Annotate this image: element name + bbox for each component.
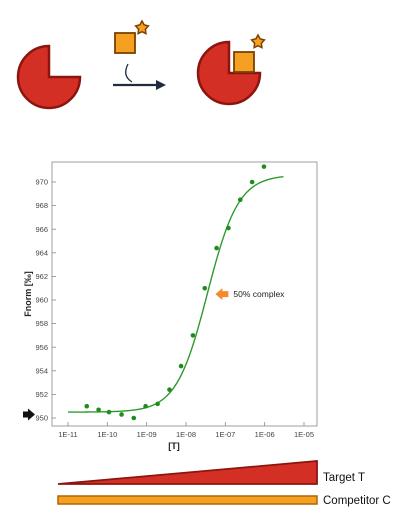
reaction-arrow-icon: [113, 63, 166, 90]
ligand-star-icon: [114, 19, 150, 54]
target-gradient-wedge: [57, 460, 318, 485]
plot-frame: [51, 161, 318, 427]
y-tick-label: 954: [35, 366, 48, 375]
y-tick-label: 962: [35, 272, 48, 281]
data-point: [249, 179, 255, 185]
x-tick-label: 1E-05: [294, 430, 314, 439]
data-point: [190, 333, 196, 338]
y-tick-label: 968: [35, 201, 48, 210]
binding-schematic: [16, 19, 266, 110]
x-tick-label: 1E-08: [176, 430, 196, 439]
x-axis-title: [T]: [168, 441, 180, 451]
y-tick-label: 966: [35, 225, 48, 234]
data-point: [131, 415, 137, 421]
data-point: [202, 285, 208, 291]
x-tick-label: 1E-06: [255, 430, 275, 439]
y-tick-label: 956: [35, 343, 48, 352]
data-point: [214, 245, 219, 251]
half-complex-marker-icon: [215, 288, 229, 301]
data-point: [106, 409, 112, 415]
data-point: [143, 403, 148, 409]
x-tick-label: 1E-09: [137, 430, 157, 439]
x-tick-label: 1E-10: [97, 430, 117, 439]
baseline-marker-icon: [23, 408, 35, 421]
fit-curve: [68, 175, 284, 413]
protein-pacman-icon: [16, 44, 82, 110]
data-point: [167, 387, 172, 392]
data-point: [155, 401, 160, 407]
competitor-bar: [57, 495, 318, 505]
half-complex-annotation: 50% complex: [233, 289, 285, 299]
x-tick-label: 1E-11: [58, 430, 77, 439]
data-point: [226, 225, 231, 231]
y-tick-label: 950: [35, 414, 48, 423]
y-tick-label: 964: [35, 248, 48, 257]
target-label: Target T: [323, 472, 365, 484]
data-point: [261, 164, 267, 169]
competitor-label: Competitor C: [323, 495, 391, 507]
data-points: [84, 164, 267, 421]
y-tick-label: 970: [35, 178, 48, 187]
x-axis-ticks: 1E-11 1E-10 1E-09 1E-08 1E-07 1E-06 1E-05: [58, 422, 314, 439]
x-tick-label: 1E-07: [215, 430, 235, 439]
y-axis-title: Fnorm [‰]: [23, 271, 33, 317]
data-point: [237, 197, 243, 202]
data-point: [119, 412, 124, 417]
data-point: [96, 407, 101, 413]
y-tick-label: 958: [35, 319, 48, 328]
concentration-legend: Target T Competitor C: [57, 460, 391, 507]
data-point: [84, 403, 90, 409]
complex-icon: [196, 33, 266, 106]
y-tick-label: 952: [35, 390, 48, 399]
y-axis-ticks: 950 952 954 956 958 960 962 964 966 968 970: [35, 178, 56, 423]
y-tick-label: 960: [35, 296, 48, 305]
data-point: [178, 363, 184, 369]
